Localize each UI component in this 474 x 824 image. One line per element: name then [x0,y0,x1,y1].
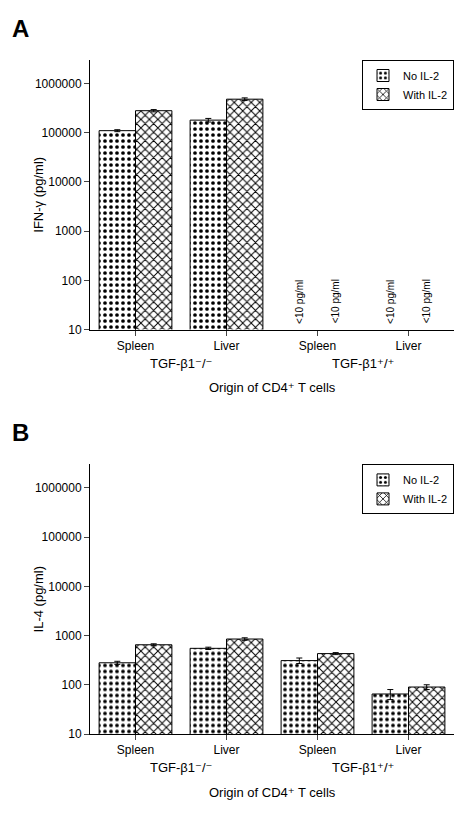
svg-text:IL-4 (pg/ml): IL-4 (pg/ml) [31,566,46,632]
svg-text:IFN-γ (pg/ml): IFN-γ (pg/ml) [31,157,46,233]
svg-text:100000: 100000 [42,530,82,544]
svg-text:Spleen: Spleen [299,743,336,757]
svg-text:With IL-2: With IL-2 [403,493,447,505]
svg-text:100: 100 [62,678,82,692]
svg-text:No IL-2: No IL-2 [403,474,439,486]
svg-text:10: 10 [68,727,82,741]
svg-text:Spleen: Spleen [117,339,154,353]
svg-text:10000: 10000 [48,175,82,189]
svg-text:Liver: Liver [213,339,239,353]
svg-text:A: A [12,15,29,42]
svg-text:B: B [12,419,29,446]
svg-text:No IL-2: No IL-2 [403,70,439,82]
svg-text:Spleen: Spleen [117,743,154,757]
svg-text:1000000: 1000000 [35,481,82,495]
svg-text:1000: 1000 [55,224,82,238]
svg-text:Spleen: Spleen [299,339,336,353]
svg-text:<10 pg/ml: <10 pg/ml [294,280,305,324]
svg-text:TGF-β1⁺/⁺: TGF-β1⁺/⁺ [332,760,394,775]
svg-text:<10 pg/ml: <10 pg/ml [385,280,396,324]
svg-text:Liver: Liver [395,339,421,353]
svg-text:100000: 100000 [42,126,82,140]
svg-text:1000: 1000 [55,629,82,643]
svg-text:<10 pg/ml: <10 pg/ml [330,279,341,323]
svg-text:100: 100 [62,274,82,288]
svg-text:Liver: Liver [213,743,239,757]
svg-text:TGF-β1⁻/⁻: TGF-β1⁻/⁻ [150,760,212,775]
svg-text:Liver: Liver [395,743,421,757]
svg-text:10000: 10000 [48,580,82,594]
svg-text:TGF-β1⁻/⁻: TGF-β1⁻/⁻ [150,356,212,371]
svg-text:Origin of CD4⁺ T cells: Origin of CD4⁺ T cells [209,380,336,395]
svg-text:Origin of CD4⁺ T cells: Origin of CD4⁺ T cells [209,785,336,800]
svg-text:TGF-β1⁺/⁺: TGF-β1⁺/⁺ [332,356,394,371]
svg-text:10: 10 [68,323,82,337]
svg-text:<10 pg/ml: <10 pg/ml [421,279,432,323]
svg-text:With IL-2: With IL-2 [403,89,447,101]
svg-text:1000000: 1000000 [35,77,82,91]
